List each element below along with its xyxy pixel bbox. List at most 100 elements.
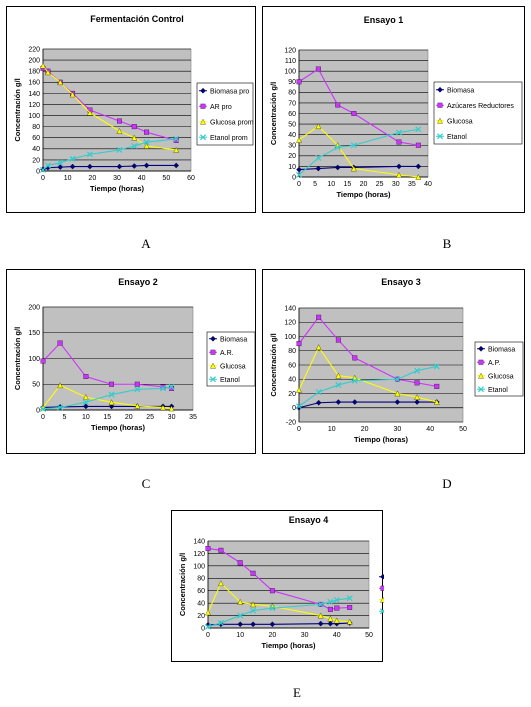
- y-tick-label: 0: [201, 625, 205, 632]
- y-axis-label: Concentración g/l: [178, 553, 187, 616]
- data-point: [415, 174, 422, 180]
- data-point: [86, 151, 93, 158]
- data-point: [335, 381, 342, 388]
- data-point: [57, 79, 64, 86]
- series-2: [296, 66, 421, 148]
- x-tick-label: 10: [64, 175, 72, 182]
- x-tick-label: 30: [301, 632, 309, 639]
- data-point: [350, 142, 357, 149]
- data-point: [347, 605, 353, 610]
- y-tick-label: 100: [28, 356, 40, 363]
- y-tick-label: 100: [284, 69, 296, 76]
- data-point: [57, 164, 64, 170]
- legend-marker: [200, 103, 206, 109]
- y-tick-label: 50: [288, 121, 296, 128]
- data-point: [334, 144, 341, 151]
- x-tick-label: 30: [113, 175, 121, 182]
- legend: BiomasaARGlucosaEtanol: [379, 573, 384, 615]
- x-tick-label: 60: [187, 175, 195, 182]
- legend-entry: AR pro: [210, 104, 232, 111]
- y-tick-label: 0: [36, 168, 40, 175]
- legend-entry: Biomasa: [447, 87, 474, 94]
- y-tick-label: 0: [36, 407, 40, 414]
- x-tick-label: 30: [394, 426, 402, 433]
- series-line: [298, 125, 419, 178]
- caption-d: D: [442, 476, 452, 491]
- data-point: [108, 391, 115, 398]
- legend-box: [196, 82, 254, 146]
- y-tick-label: 120: [193, 551, 205, 558]
- chart-panel-ensayo-3: Ensayo 3 -20 0 20 40 60 80 100 120 140 0 10 20 30 40 50…: [262, 269, 525, 454]
- y-tick-label: 80: [197, 576, 205, 583]
- data-point: [269, 621, 276, 628]
- chart-panel-fermentacion-control: Fermentación Control 0 20 40 60 80 100 120 140 16…: [6, 6, 256, 213]
- data-point: [204, 623, 212, 630]
- data-point: [57, 340, 63, 346]
- data-point: [217, 620, 224, 627]
- y-tick-label: 40: [32, 146, 40, 153]
- data-point: [350, 165, 357, 172]
- y-tick-label: 80: [32, 124, 40, 131]
- data-point: [296, 387, 302, 393]
- x-tick-label: 15: [103, 414, 111, 421]
- legend: Biomasa A.P. Glucosa Etanol: [474, 341, 524, 397]
- plot-area: [42, 48, 192, 172]
- data-point: [315, 399, 322, 406]
- data-point: [335, 102, 341, 108]
- data-point: [57, 382, 63, 389]
- series-4: [295, 363, 440, 410]
- x-axis-label: Tiempo (horas): [261, 641, 316, 650]
- series-line: [298, 68, 419, 146]
- x-axis-label: Tiempo (horas): [90, 184, 145, 193]
- data-point: [218, 547, 224, 553]
- y-tick-label: 50: [32, 382, 40, 389]
- data-point: [334, 164, 341, 171]
- x-tick-label: 10: [327, 181, 335, 188]
- y-tick-label: 20: [197, 613, 205, 620]
- x-tick-label: 30: [392, 181, 400, 188]
- data-point: [334, 605, 340, 611]
- data-point: [87, 163, 93, 170]
- data-point: [315, 165, 322, 172]
- data-point: [250, 601, 256, 608]
- caption-b: B: [442, 236, 452, 251]
- x-tick-label: 0: [297, 181, 301, 188]
- y-tick-label: 140: [28, 91, 40, 98]
- data-point: [327, 615, 334, 622]
- caption-e: E: [293, 685, 301, 700]
- data-point: [414, 367, 421, 374]
- data-point: [315, 66, 321, 72]
- data-point: [237, 612, 244, 619]
- data-point: [40, 62, 46, 69]
- data-point: [83, 374, 89, 379]
- legend-entry: Glucosa prom: [210, 119, 254, 126]
- y-tick-label: 200: [28, 304, 40, 311]
- y-tick-label: 100: [28, 113, 40, 120]
- y-axis-label: Concentración g/l: [13, 327, 22, 390]
- y-tick-label: 0: [292, 174, 296, 181]
- legend-marker: [436, 133, 444, 140]
- data-point: [143, 162, 150, 169]
- x-tick-label: 0: [206, 632, 210, 639]
- x-tick-label: 5: [313, 181, 317, 188]
- data-point: [57, 159, 64, 166]
- chart-svg: Ensayo 4 0 20 40 60 80 100 120 140 0 10 20 30 40 50 Tie…: [178, 515, 384, 650]
- data-point: [295, 403, 303, 410]
- x-tick-label: 50: [365, 632, 373, 639]
- chart-panel-ensayo-4: Ensayo 4 0 20 40 60 80 100 120 140 0 10 20 30 40 50 Tie…: [171, 510, 384, 662]
- y-tick-label: 100: [193, 563, 205, 570]
- y-tick-label: 140: [193, 538, 205, 545]
- legend-entry: Etanol: [488, 387, 508, 394]
- legend-entry: Biomasa: [488, 346, 515, 353]
- x-tick-label: 40: [424, 181, 432, 188]
- data-point: [40, 358, 46, 364]
- y-tick-label: 100: [284, 334, 296, 341]
- data-point: [351, 399, 358, 405]
- data-point: [168, 383, 175, 390]
- y-tick-label: 220: [28, 46, 40, 53]
- data-point: [45, 69, 51, 76]
- x-axis-label: Tiempo (horas): [354, 435, 409, 444]
- x-tick-label: 30: [168, 414, 176, 421]
- data-point: [173, 146, 180, 153]
